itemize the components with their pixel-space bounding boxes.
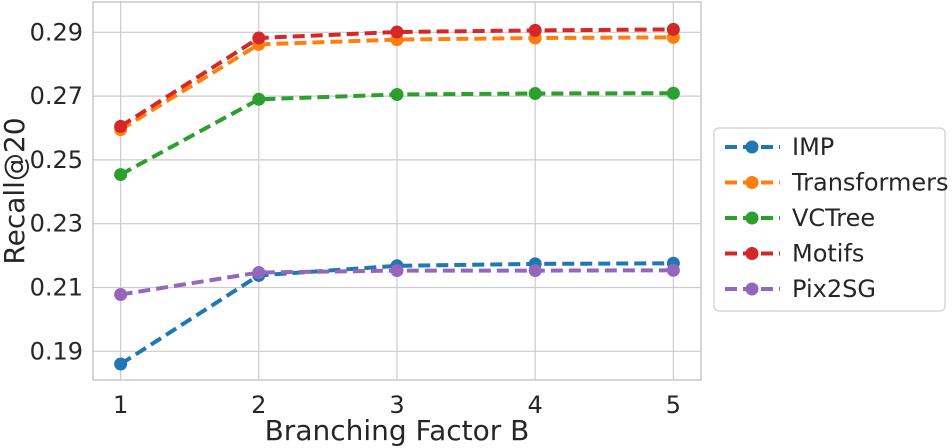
data-point <box>666 263 680 277</box>
legend-item-pix2sg: Pix2SG <box>725 275 876 303</box>
data-point <box>528 23 542 37</box>
legend-label: VCTree <box>792 204 875 232</box>
data-point <box>666 86 680 100</box>
legend-label: Transformers <box>791 169 949 197</box>
legend-item-transformers: Transformers <box>725 169 949 197</box>
data-point <box>114 357 128 371</box>
x-axis-label: Branching Factor B <box>265 414 530 447</box>
data-point <box>252 92 266 106</box>
legend: IMP Transformers VCTree Motifs Pix2SG <box>713 127 949 312</box>
x-tick-label: 1 <box>113 391 128 419</box>
data-point <box>114 119 128 133</box>
y-tick-label: 0.27 <box>30 82 83 110</box>
legend-marker <box>745 211 759 225</box>
data-point <box>666 22 680 36</box>
legend-marker <box>745 176 759 189</box>
legend-item-motifs: Motifs <box>725 240 864 268</box>
legend-item-vctree: VCTree <box>725 204 875 232</box>
legend-box <box>713 127 946 312</box>
y-tick-label: 0.19 <box>30 337 83 365</box>
y-tick-label: 0.21 <box>30 273 83 301</box>
data-point <box>390 88 404 102</box>
series-motifs <box>114 22 680 133</box>
legend-label: IMP <box>792 133 834 161</box>
data-point <box>528 264 542 278</box>
plot-frame <box>92 1 702 381</box>
data-point <box>252 266 266 280</box>
series-vctree <box>114 86 680 182</box>
y-tick-label: 0.23 <box>30 210 83 238</box>
x-tick-label: 5 <box>666 391 681 419</box>
data-point <box>390 25 404 39</box>
data-point <box>252 31 266 45</box>
legend-label: Motifs <box>792 240 864 268</box>
legend-item-imp: IMP <box>725 133 834 161</box>
series-line <box>119 27 674 129</box>
data-point <box>114 288 128 302</box>
x-tick-label: 4 <box>528 391 543 419</box>
y-axis-label: Recall@20 <box>0 117 31 264</box>
data-point <box>114 168 128 182</box>
y-tick-label: 0.25 <box>30 146 83 174</box>
x-tick-labels: 1 2 3 4 5 <box>113 391 681 419</box>
data-point <box>528 87 542 101</box>
legend-marker <box>745 140 759 154</box>
series-pix2sg <box>114 263 680 302</box>
legend-label: Pix2SG <box>792 275 876 303</box>
legend-marker <box>745 247 759 260</box>
y-tick-labels: 0.19 0.21 0.23 0.25 0.27 0.29 <box>30 18 83 365</box>
series-lines <box>114 22 680 371</box>
y-tick-label: 0.29 <box>30 18 83 46</box>
x-tick-label: 3 <box>389 391 404 419</box>
series-line <box>119 35 674 132</box>
legend-marker <box>745 282 759 296</box>
series-line <box>119 261 674 366</box>
data-point <box>390 264 404 278</box>
x-tick-label: 2 <box>251 391 266 419</box>
